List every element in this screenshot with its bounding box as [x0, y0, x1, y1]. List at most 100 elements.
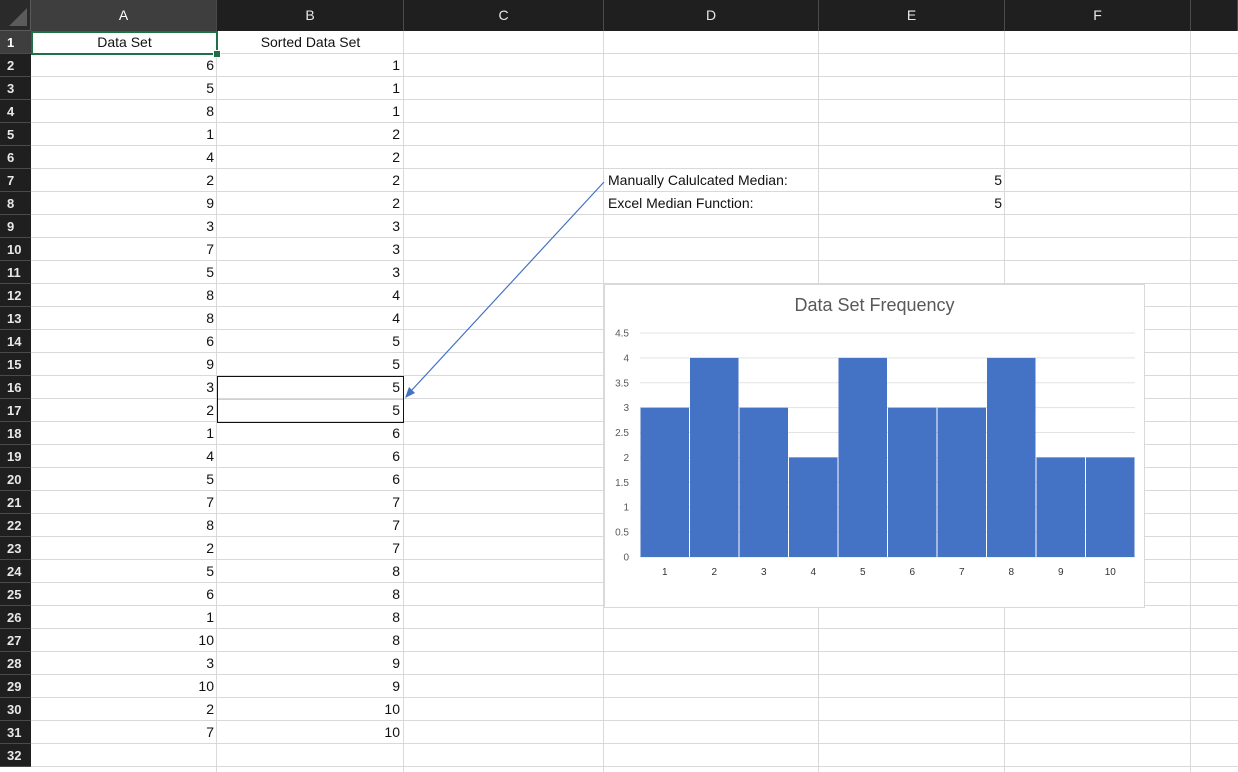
data-set-cell[interactable]: 5	[206, 471, 214, 487]
data-set-cell[interactable]: 10	[198, 632, 214, 648]
sorted-data-cell[interactable]: 8	[392, 632, 400, 648]
row-header-29[interactable]: 29	[0, 675, 31, 698]
sorted-data-cell[interactable]: 6	[392, 425, 400, 441]
manual-median-label[interactable]: Manually Calulcated Median:	[608, 172, 788, 188]
sorted-data-cell[interactable]: 8	[392, 609, 400, 625]
row-header-25[interactable]: 25	[0, 583, 31, 606]
row-header-7[interactable]: 7	[0, 169, 31, 192]
row-header-30[interactable]: 30	[0, 698, 31, 721]
row-header-32[interactable]: 32	[0, 744, 31, 767]
sorted-data-cell[interactable]: 2	[392, 172, 400, 188]
data-set-cell[interactable]: 9	[206, 356, 214, 372]
sorted-data-cell[interactable]: 9	[392, 655, 400, 671]
row-header-9[interactable]: 9	[0, 215, 31, 238]
data-set-cell[interactable]: 10	[198, 678, 214, 694]
sorted-data-cell[interactable]: 7	[392, 517, 400, 533]
row-header-10[interactable]: 10	[0, 238, 31, 261]
data-set-cell[interactable]: 6	[206, 333, 214, 349]
sorted-data-cell[interactable]: 2	[392, 195, 400, 211]
sorted-data-cell[interactable]: 5	[392, 379, 400, 395]
sorted-data-cell[interactable]: 1	[392, 103, 400, 119]
data-set-cell[interactable]: 2	[206, 540, 214, 556]
data-set-cell[interactable]: 8	[206, 287, 214, 303]
data-set-cell[interactable]: 1	[206, 609, 214, 625]
excel-median-label[interactable]: Excel Median Function:	[608, 195, 754, 211]
data-set-cell[interactable]: 9	[206, 195, 214, 211]
row-header-23[interactable]: 23	[0, 537, 31, 560]
row-header-6[interactable]: 6	[0, 146, 31, 169]
data-set-cell[interactable]: 8	[206, 310, 214, 326]
sorted-data-cell[interactable]: 5	[392, 402, 400, 418]
sorted-data-cell[interactable]: 10	[384, 724, 400, 740]
row-header-13[interactable]: 13	[0, 307, 31, 330]
row-header-4[interactable]: 4	[0, 100, 31, 123]
data-set-cell[interactable]: 3	[206, 655, 214, 671]
sorted-data-cell[interactable]: 7	[392, 494, 400, 510]
row-header-2[interactable]: 2	[0, 54, 31, 77]
sorted-data-cell[interactable]: 5	[392, 356, 400, 372]
manual-median-value[interactable]: 5	[994, 172, 1002, 188]
row-header-31[interactable]: 31	[0, 721, 31, 744]
sorted-data-cell[interactable]: 8	[392, 563, 400, 579]
row-header-15[interactable]: 15	[0, 353, 31, 376]
column-header-g[interactable]	[1191, 0, 1238, 31]
column-header-b[interactable]: B	[217, 0, 404, 31]
sorted-data-cell[interactable]: 6	[392, 448, 400, 464]
data-set-cell[interactable]: 7	[206, 494, 214, 510]
row-header-11[interactable]: 11	[0, 261, 31, 284]
sorted-data-cell[interactable]: 7	[392, 540, 400, 556]
row-header-19[interactable]: 19	[0, 445, 31, 468]
row-header-18[interactable]: 18	[0, 422, 31, 445]
data-set-cell[interactable]: 3	[206, 218, 214, 234]
row-header-14[interactable]: 14	[0, 330, 31, 353]
data-set-cell[interactable]: 6	[206, 57, 214, 73]
frequency-chart[interactable]: Data Set Frequency 0 0.5 1 1.5 2 2.5 3 3.5 4 4.5 1…	[604, 284, 1145, 608]
data-set-cell[interactable]: 7	[206, 724, 214, 740]
data-set-cell[interactable]: 4	[206, 448, 214, 464]
column-header-c[interactable]: C	[404, 0, 604, 31]
data-set-cell[interactable]: 2	[206, 402, 214, 418]
header-cell-sorted-data-set[interactable]: Sorted Data Set	[260, 34, 361, 50]
data-set-cell[interactable]: 5	[206, 80, 214, 96]
row-header-27[interactable]: 27	[0, 629, 31, 652]
sorted-data-cell[interactable]: 3	[392, 264, 400, 280]
sorted-data-cell[interactable]: 2	[392, 126, 400, 142]
sorted-data-cell[interactable]: 6	[392, 471, 400, 487]
row-header-8[interactable]: 8	[0, 192, 31, 215]
sorted-data-cell[interactable]: 10	[384, 701, 400, 717]
row-header-26[interactable]: 26	[0, 606, 31, 629]
column-header-e[interactable]: E	[819, 0, 1005, 31]
sorted-data-cell[interactable]: 1	[392, 80, 400, 96]
data-set-cell[interactable]: 3	[206, 379, 214, 395]
data-set-cell[interactable]: 8	[206, 517, 214, 533]
data-set-cell[interactable]: 2	[206, 172, 214, 188]
row-header-1[interactable]: 1	[0, 31, 31, 54]
row-header-28[interactable]: 28	[0, 652, 31, 675]
row-header-21[interactable]: 21	[0, 491, 31, 514]
select-all-button[interactable]	[0, 0, 31, 31]
data-set-cell[interactable]: 1	[206, 126, 214, 142]
data-set-cell[interactable]: 5	[206, 264, 214, 280]
column-header-f[interactable]: F	[1005, 0, 1191, 31]
data-set-cell[interactable]: 6	[206, 586, 214, 602]
row-header-24[interactable]: 24	[0, 560, 31, 583]
sorted-data-cell[interactable]: 2	[392, 149, 400, 165]
data-set-cell[interactable]: 2	[206, 701, 214, 717]
sorted-data-cell[interactable]: 5	[392, 333, 400, 349]
sorted-data-cell[interactable]: 1	[392, 57, 400, 73]
row-header-5[interactable]: 5	[0, 123, 31, 146]
row-header-12[interactable]: 12	[0, 284, 31, 307]
column-header-d[interactable]: D	[604, 0, 819, 31]
row-header-3[interactable]: 3	[0, 77, 31, 100]
data-set-cell[interactable]: 1	[206, 425, 214, 441]
data-set-cell[interactable]: 4	[206, 149, 214, 165]
sorted-data-cell[interactable]: 3	[392, 218, 400, 234]
sorted-data-cell[interactable]: 3	[392, 241, 400, 257]
fill-handle[interactable]	[213, 50, 221, 58]
sorted-data-cell[interactable]: 4	[392, 310, 400, 326]
row-header-16[interactable]: 16	[0, 376, 31, 399]
header-cell-data-set[interactable]: Data Set	[97, 34, 152, 50]
sorted-data-cell[interactable]: 8	[392, 586, 400, 602]
sorted-data-cell[interactable]: 9	[392, 678, 400, 694]
row-header-22[interactable]: 22	[0, 514, 31, 537]
